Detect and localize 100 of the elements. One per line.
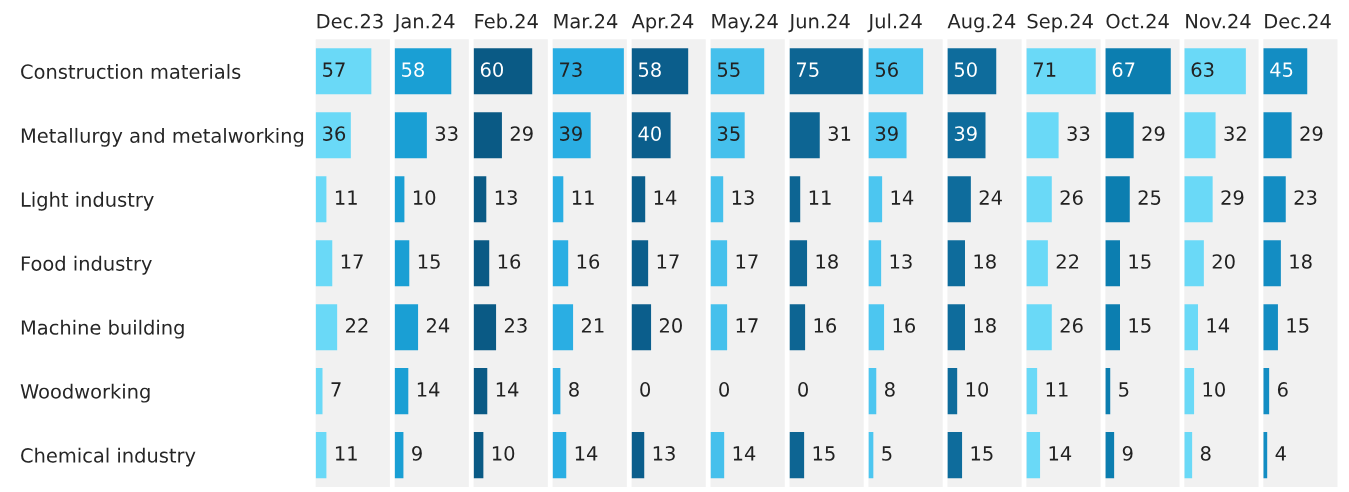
bar xyxy=(552,304,574,351)
bar xyxy=(1026,176,1052,223)
bar xyxy=(1105,48,1171,95)
data-label: 13 xyxy=(653,446,675,461)
data-label: 5 xyxy=(1119,382,1129,397)
data-label: 18 xyxy=(816,254,838,269)
bar xyxy=(552,112,591,159)
data-label: 6 xyxy=(1277,382,1288,397)
bar xyxy=(868,240,882,287)
data-label: 21 xyxy=(581,318,604,333)
chart-title: Dec.23 xyxy=(317,13,383,29)
data-label: 13 xyxy=(495,190,517,205)
bar xyxy=(315,304,338,351)
bar xyxy=(315,368,323,415)
bar xyxy=(473,176,487,223)
chart-title: Dec.24 xyxy=(1265,13,1331,29)
data-label: 26 xyxy=(1060,190,1083,205)
bar xyxy=(789,112,820,159)
data-label: 71 xyxy=(1033,62,1056,77)
data-label: 31 xyxy=(828,126,851,141)
data-label: 33 xyxy=(435,126,458,141)
bar xyxy=(1263,176,1286,223)
chart-title: Jul.24 xyxy=(867,13,922,33)
data-label: 8 xyxy=(885,382,895,397)
bar xyxy=(1026,368,1038,415)
data-label: 11 xyxy=(809,190,831,205)
bar xyxy=(473,240,490,287)
chart-title: Jan.24 xyxy=(393,13,455,33)
data-label: 25 xyxy=(1138,190,1161,205)
bar xyxy=(868,48,924,95)
data-label: 14 xyxy=(654,190,677,205)
data-label: 18 xyxy=(974,254,996,269)
bar xyxy=(1105,304,1120,351)
bar xyxy=(947,240,965,287)
bar xyxy=(1184,304,1198,351)
data-label: 15 xyxy=(1129,254,1151,269)
data-label: 16 xyxy=(498,254,521,269)
y-tick-label: Chemical industry xyxy=(21,447,196,467)
data-label: 73 xyxy=(560,62,582,77)
data-label: 56 xyxy=(875,62,898,77)
data-label: 11 xyxy=(335,446,357,461)
data-label: 17 xyxy=(736,254,758,269)
bar xyxy=(947,112,986,159)
bar xyxy=(1026,432,1041,479)
data-label: 15 xyxy=(813,446,835,461)
bar xyxy=(552,432,567,479)
data-label: 32 xyxy=(1224,126,1246,141)
bar xyxy=(394,48,452,95)
bar xyxy=(631,304,652,351)
data-label: 9 xyxy=(1122,446,1133,461)
bar xyxy=(1263,240,1281,287)
bar xyxy=(789,48,863,95)
data-label: 0 xyxy=(798,382,808,397)
chart-title: Feb.24 xyxy=(475,13,538,29)
data-label: 14 xyxy=(1207,318,1230,333)
data-label: 17 xyxy=(657,254,679,269)
bar xyxy=(1026,240,1048,287)
bar xyxy=(789,432,805,479)
chart-title: Jun.24 xyxy=(788,13,850,33)
data-label: 57 xyxy=(323,62,345,77)
data-label: 36 xyxy=(323,126,346,141)
bar xyxy=(1184,368,1195,415)
data-label: 14 xyxy=(733,446,756,461)
bar xyxy=(1184,48,1246,95)
data-label: 58 xyxy=(638,62,661,77)
bar xyxy=(315,48,372,95)
bar xyxy=(789,240,808,287)
data-label: 13 xyxy=(732,190,754,205)
data-label: 24 xyxy=(979,190,1002,205)
data-label: 22 xyxy=(346,318,368,333)
bar xyxy=(1026,112,1059,159)
bar xyxy=(1105,176,1130,223)
bar xyxy=(710,432,725,479)
bar xyxy=(315,176,327,223)
bar xyxy=(631,48,689,95)
bar xyxy=(1263,112,1292,159)
bar xyxy=(473,48,533,95)
bar xyxy=(1184,240,1204,287)
data-label: 7 xyxy=(331,382,341,397)
data-label: 15 xyxy=(1287,318,1309,333)
data-label: 60 xyxy=(480,62,503,77)
y-tick-label: Light industry xyxy=(21,191,154,211)
bar xyxy=(710,48,765,95)
bar xyxy=(868,112,907,159)
bar xyxy=(394,176,405,223)
bar xyxy=(1026,304,1052,351)
bar xyxy=(394,432,404,479)
bar xyxy=(1105,112,1134,159)
data-label: 75 xyxy=(797,62,819,77)
data-label: 4 xyxy=(1275,446,1286,461)
data-label: 10 xyxy=(413,190,436,205)
chart-title: May.24 xyxy=(712,13,778,33)
bar xyxy=(631,112,671,159)
bar xyxy=(1263,304,1278,351)
data-label: 17 xyxy=(341,254,363,269)
data-label: 29 xyxy=(1142,126,1165,141)
data-label: 50 xyxy=(954,62,977,77)
bar xyxy=(789,176,801,223)
bar xyxy=(552,176,564,223)
bar xyxy=(789,304,806,351)
